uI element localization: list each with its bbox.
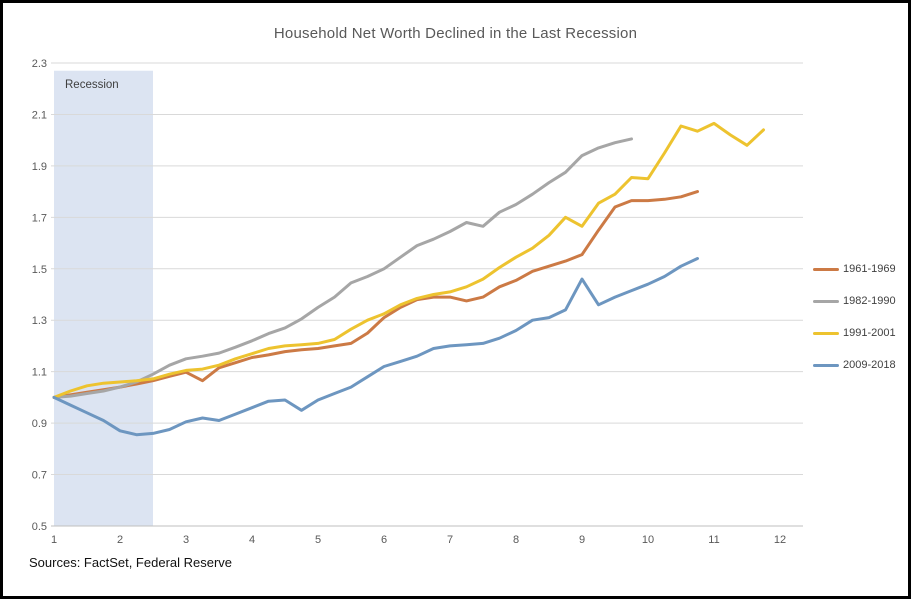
series-line-1982-1990 — [52, 137, 633, 399]
series-line-1991-2001 — [52, 121, 765, 399]
series-line-1961-1969 — [52, 190, 699, 399]
legend-label: 2009-2018 — [843, 359, 896, 371]
x-tick-label: 6 — [381, 534, 387, 546]
y-tick-label: 1.9 — [32, 161, 47, 173]
legend-swatch — [813, 331, 839, 335]
plot-area: 0.50.70.91.11.31.51.71.92.12.31 2 3 4 5 6 7 8 9 1… — [32, 58, 803, 546]
chart-title: Household Net Worth Declined in the Last… — [273, 25, 638, 42]
x-tick-label: 5 — [315, 534, 321, 546]
x-tick-label: 11 — [708, 534, 719, 546]
y-tick-label: 0.7 — [32, 470, 47, 482]
x-tick-label: 10 — [642, 534, 654, 546]
x-tick-label: 2 — [117, 534, 123, 546]
legend-label: 1982-1990 — [843, 295, 896, 307]
legend-item-1982-1990: 1982-1990 — [813, 285, 908, 317]
y-tick-label: 1.3 — [32, 315, 47, 327]
x-tick-label: 1 — [51, 534, 57, 546]
legend-label: 1991-2001 — [843, 327, 896, 339]
legend: 1961-1969 1982-1990 1991-2001 2009-2018 — [813, 253, 908, 381]
y-tick-label: 1.5 — [32, 264, 47, 276]
source-note: Sources: FactSet, Federal Reserve — [29, 555, 233, 570]
legend-item-1961-1969: 1961-1969 — [813, 253, 908, 285]
x-tick-label: 12 — [774, 534, 786, 546]
series-line-2009-2018 — [52, 257, 699, 437]
x-tick-label: 4 — [249, 534, 255, 546]
x-tick-label: 7 — [447, 534, 453, 546]
y-tick-label: 0.5 — [32, 521, 47, 533]
y-tick-label: 1.7 — [32, 212, 47, 224]
recession-band-label: Recession — [65, 79, 119, 91]
x-tick-label: 3 — [183, 534, 189, 546]
x-tick-label: 9 — [579, 534, 585, 546]
legend-label: 1961-1969 — [843, 263, 896, 275]
y-tick-label: 2.3 — [32, 58, 47, 70]
y-tick-label: 0.9 — [32, 418, 47, 430]
legend-item-1991-2001: 1991-2001 — [813, 317, 908, 349]
legend-swatch — [813, 363, 839, 367]
legend-swatch — [813, 299, 839, 303]
y-tick-label: 1.1 — [32, 367, 47, 379]
x-tick-label: 8 — [513, 534, 519, 546]
legend-item-2009-2018: 2009-2018 — [813, 349, 908, 381]
y-tick-label: 2.1 — [32, 109, 47, 121]
legend-swatch — [813, 267, 839, 271]
recession-band — [54, 70, 153, 526]
